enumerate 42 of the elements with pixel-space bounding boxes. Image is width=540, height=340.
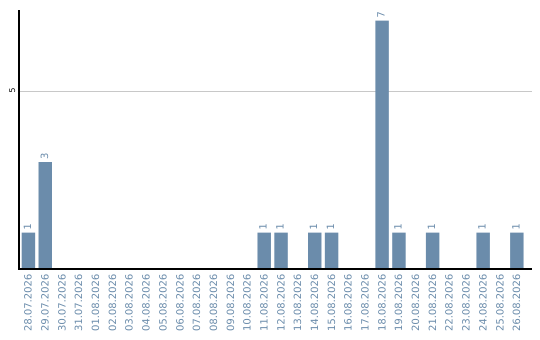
- x-tick-label: 28.07.2026: [24, 274, 35, 332]
- x-tick-label: 20.08.2026: [411, 274, 422, 332]
- data-label: 1: [276, 223, 287, 230]
- data-label: 3: [40, 152, 51, 159]
- x-tick-label: 07.08.2026: [192, 274, 204, 332]
- x-tick-label: 09.08.2026: [226, 274, 237, 332]
- x-tick-label: 01.08.2026: [91, 274, 102, 332]
- x-tick-label: 06.08.2026: [175, 274, 186, 332]
- data-label: 1: [427, 223, 438, 230]
- x-tick-label: 03.08.2026: [124, 274, 136, 332]
- x-tick-label: 14.08.2026: [310, 274, 321, 332]
- x-tick-label: 17.08.2026: [360, 274, 372, 332]
- data-label: 1: [258, 223, 270, 230]
- x-tick-label: 24.08.2026: [478, 274, 490, 332]
- x-tick-label: 08.08.2026: [208, 274, 220, 332]
- x-tick-label: 15.08.2026: [326, 274, 338, 332]
- x-tick-label: 18.08.2026: [377, 274, 388, 332]
- data-label: 1: [326, 223, 338, 230]
- x-tick-label: 31.07.2026: [74, 274, 86, 332]
- x-tick-label: 25.08.2026: [495, 274, 506, 332]
- y-tick-label: 5: [8, 88, 18, 93]
- x-tick-label: 21.08.2026: [428, 274, 439, 332]
- x-tick-label: 12.08.2026: [276, 274, 288, 332]
- x-tick-label: 19.08.2026: [394, 274, 406, 332]
- x-tick-label: 22.08.2026: [444, 274, 456, 332]
- data-label: 7: [376, 11, 388, 18]
- x-tick-label: 02.08.2026: [108, 274, 119, 332]
- x-tick-label: 30.07.2026: [57, 274, 68, 332]
- x-tick-label: 16.08.2026: [344, 274, 355, 332]
- x-tick-label: 10.08.2026: [242, 274, 254, 332]
- x-tick-label: 23.08.2026: [462, 274, 473, 332]
- data-label: 1: [22, 223, 34, 230]
- data-label: 1: [393, 223, 404, 230]
- x-tick-label: 11.08.2026: [259, 274, 270, 332]
- x-tick-label: 29.07.2026: [40, 274, 52, 332]
- data-label: 1: [309, 223, 320, 230]
- data-label: 1: [511, 223, 522, 230]
- x-tick-label: 13.08.2026: [293, 274, 304, 332]
- x-tick-label: 04.08.2026: [142, 274, 153, 332]
- x-tick-label: 05.08.2026: [158, 274, 170, 332]
- x-tick-label: 26.08.2026: [512, 274, 524, 332]
- data-label: 1: [478, 223, 489, 230]
